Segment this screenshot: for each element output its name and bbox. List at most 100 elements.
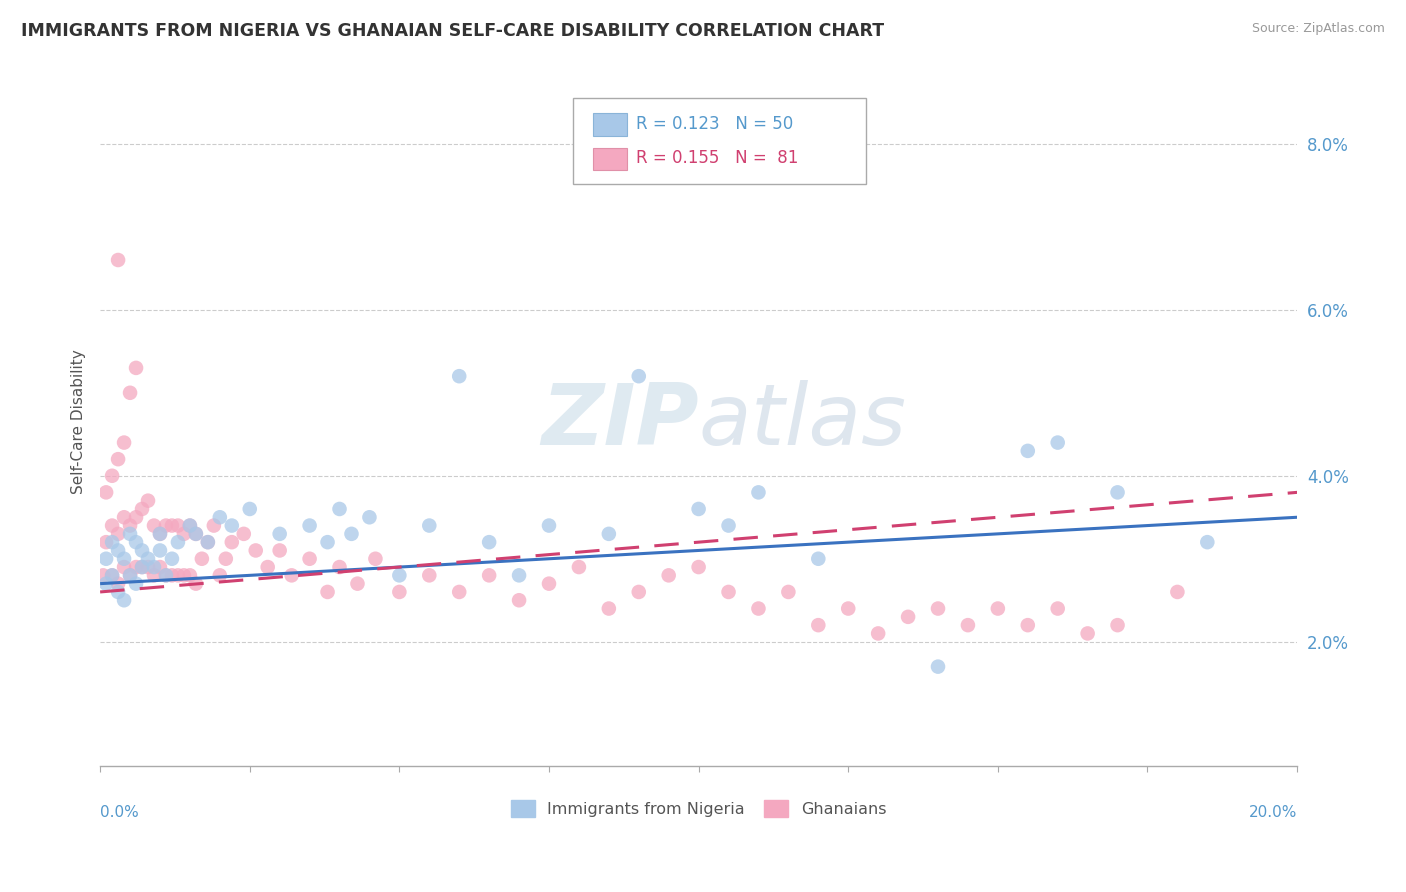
Point	[197, 535, 219, 549]
Point	[927, 601, 949, 615]
Point	[167, 518, 190, 533]
Point	[747, 601, 769, 615]
Point	[136, 551, 159, 566]
Bar	[593, 113, 627, 136]
Point	[143, 560, 166, 574]
Point	[131, 560, 153, 574]
Text: IMMIGRANTS FROM NIGERIA VS GHANAIAN SELF-CARE DISABILITY CORRELATION CHART: IMMIGRANTS FROM NIGERIA VS GHANAIAN SELF…	[21, 22, 884, 40]
Point	[1046, 435, 1069, 450]
Point	[778, 585, 800, 599]
Point	[101, 568, 124, 582]
Point	[125, 360, 148, 375]
Point	[388, 568, 411, 582]
Point	[112, 560, 135, 574]
Point	[340, 526, 363, 541]
Point	[717, 518, 740, 533]
Point	[987, 601, 1010, 615]
Point	[221, 518, 243, 533]
Point	[173, 526, 195, 541]
Point	[1107, 618, 1129, 632]
Point	[155, 568, 177, 582]
Point	[1046, 601, 1069, 615]
Point	[125, 510, 148, 524]
Point	[149, 526, 172, 541]
Point	[118, 568, 141, 582]
Point	[160, 568, 183, 582]
Point	[747, 485, 769, 500]
Point	[418, 568, 440, 582]
Point	[807, 618, 830, 632]
Point	[232, 526, 254, 541]
Point	[118, 385, 141, 400]
Point	[1017, 618, 1039, 632]
Point	[179, 568, 201, 582]
Text: 20.0%: 20.0%	[1249, 805, 1298, 820]
Point	[269, 526, 291, 541]
Point	[328, 560, 350, 574]
Text: atlas: atlas	[699, 380, 907, 463]
Point	[143, 568, 166, 582]
Point	[1107, 485, 1129, 500]
Point	[256, 560, 278, 574]
Point	[658, 568, 681, 582]
Point	[598, 526, 620, 541]
Point	[173, 568, 195, 582]
Point	[316, 535, 339, 549]
Point	[184, 526, 207, 541]
Point	[239, 502, 262, 516]
Point	[160, 551, 183, 566]
Point	[125, 535, 148, 549]
Point	[688, 560, 710, 574]
Point	[328, 502, 350, 516]
Point	[478, 535, 501, 549]
Point	[143, 518, 166, 533]
Point	[184, 526, 207, 541]
Text: 0.0%: 0.0%	[100, 805, 139, 820]
Point	[107, 252, 129, 267]
Legend: Immigrants from Nigeria, Ghanaians: Immigrants from Nigeria, Ghanaians	[505, 794, 893, 823]
Point	[537, 576, 560, 591]
Text: R = 0.155   N =  81: R = 0.155 N = 81	[637, 149, 799, 167]
Point	[94, 485, 117, 500]
Point	[1166, 585, 1188, 599]
Point	[537, 518, 560, 533]
Point	[508, 593, 530, 607]
Y-axis label: Self-Care Disability: Self-Care Disability	[72, 350, 86, 494]
Point	[478, 568, 501, 582]
Point	[627, 369, 650, 384]
Point	[316, 585, 339, 599]
Point	[112, 510, 135, 524]
Point	[897, 610, 920, 624]
Point	[107, 576, 129, 591]
Point	[245, 543, 267, 558]
Point	[280, 568, 302, 582]
Point	[1017, 443, 1039, 458]
Point	[125, 576, 148, 591]
Point	[598, 601, 620, 615]
Point	[107, 543, 129, 558]
Point	[155, 568, 177, 582]
Point	[179, 518, 201, 533]
Point	[269, 543, 291, 558]
Point	[149, 526, 172, 541]
Point	[107, 452, 129, 467]
Point	[202, 518, 225, 533]
Point	[568, 560, 591, 574]
Point	[131, 502, 153, 516]
Point	[112, 593, 135, 607]
Point	[101, 535, 124, 549]
Point	[101, 568, 124, 582]
Point	[184, 576, 207, 591]
Point	[167, 568, 190, 582]
Point	[94, 535, 117, 549]
Point	[112, 435, 135, 450]
Point	[167, 535, 190, 549]
Bar	[593, 148, 627, 170]
Point	[149, 543, 172, 558]
Point	[346, 576, 368, 591]
Point	[118, 518, 141, 533]
FancyBboxPatch shape	[572, 98, 866, 185]
Point	[136, 493, 159, 508]
Point	[179, 518, 201, 533]
Point	[449, 585, 471, 599]
